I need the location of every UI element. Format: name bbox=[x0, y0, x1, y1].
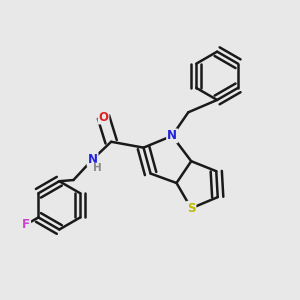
Text: N: N bbox=[88, 153, 98, 166]
Text: H: H bbox=[93, 163, 101, 173]
Text: S: S bbox=[187, 202, 196, 215]
Text: F: F bbox=[22, 218, 30, 231]
Text: O: O bbox=[98, 110, 109, 124]
Text: N: N bbox=[167, 129, 177, 142]
